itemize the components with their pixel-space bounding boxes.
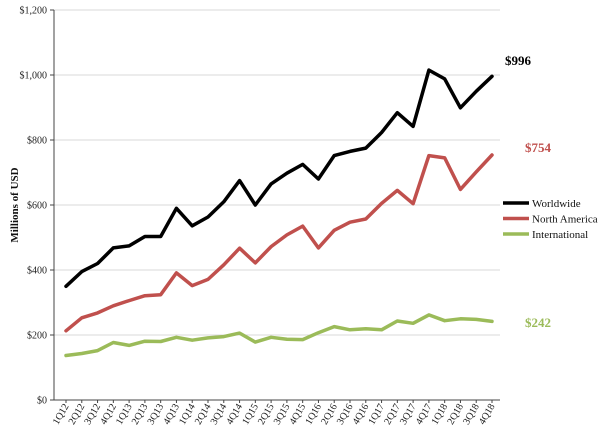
end-value-label: $996 bbox=[505, 53, 532, 68]
series bbox=[64, 68, 494, 358]
legend-label: International bbox=[532, 229, 588, 241]
legend-label: North America bbox=[532, 214, 598, 226]
end-labels: $996 $754 $242 bbox=[505, 53, 552, 330]
end-value-label: $242 bbox=[525, 315, 551, 330]
end-value-label: $754 bbox=[525, 140, 552, 155]
y-tick-labels: $0 $200 $400 $600 $800 $1,000 $1,200 bbox=[20, 6, 54, 407]
y-tick-label: $1,200 bbox=[20, 6, 48, 17]
y-tick-label: $0 bbox=[37, 396, 47, 407]
x-tick-label: 4Q18 bbox=[477, 402, 498, 427]
legend-label: Worldwide bbox=[532, 198, 581, 210]
y-tick-label: $1,000 bbox=[20, 71, 48, 82]
x-tick-labels: 1Q122Q123Q124Q121Q132Q133Q134Q131Q142Q14… bbox=[51, 400, 498, 427]
series-line-north-america bbox=[64, 153, 494, 333]
series-line-international bbox=[64, 313, 494, 358]
legend: Worldwide North America International bbox=[503, 198, 598, 241]
series-line-worldwide bbox=[64, 68, 494, 289]
y-tick-label: $200 bbox=[27, 331, 47, 342]
y-tick-label: $800 bbox=[27, 136, 47, 147]
y-tick-label: $400 bbox=[27, 266, 47, 277]
y-tick-label: $600 bbox=[27, 201, 47, 212]
gridlines bbox=[54, 9, 500, 336]
y-axis-title: Millions of USD bbox=[9, 167, 21, 242]
